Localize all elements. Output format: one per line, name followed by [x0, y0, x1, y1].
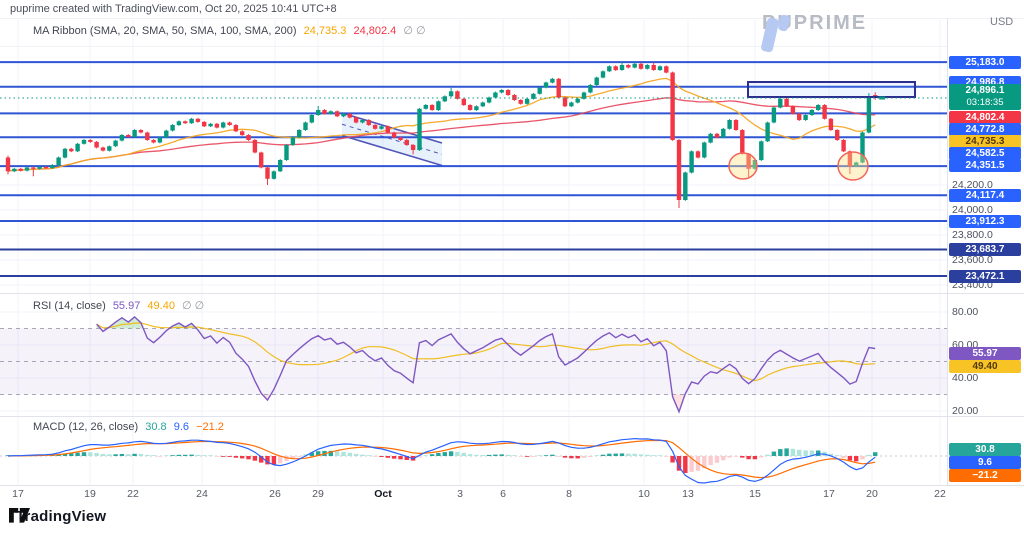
time-axis-label: 22	[934, 488, 946, 500]
axis-grid-label: 20.00	[952, 405, 979, 417]
macd-legend-title: MACD (12, 26, close)	[33, 421, 139, 433]
macd-signal-value: −21.2	[196, 421, 224, 433]
price-axis-badge: 24,802.4	[949, 110, 1021, 124]
time-axis-label: 3	[457, 488, 463, 500]
axis-grid-label: 23,800.0	[952, 229, 993, 241]
macd-line-value: 9.6	[173, 421, 189, 433]
time-axis-label: 19	[84, 488, 96, 500]
time-axis-label: 26	[269, 488, 281, 500]
time-axis-label: 22	[127, 488, 139, 500]
rsi-empty-values: ∅ ∅	[182, 300, 205, 312]
sma20-value: 24,735.3	[303, 25, 347, 37]
time-axis-label: 8	[566, 488, 572, 500]
tradingview-logo[interactable]: TradingView	[9, 508, 106, 525]
time-axis-label: 17	[12, 488, 24, 500]
price-axis-badge: 23,912.3	[949, 214, 1021, 228]
time-axis-label: 13	[682, 488, 694, 500]
currency-label: USD	[990, 16, 1014, 28]
axis-grid-label: 24,200.0	[952, 179, 993, 191]
rsi-legend: RSI (14, close) 55.97 49.40 ∅ ∅	[33, 299, 208, 312]
axis-grid-label: 24,000.0	[952, 204, 993, 216]
price-axis-badge: 49.40	[949, 359, 1021, 373]
puprime-logo-icon	[761, 14, 790, 53]
macd-legend: MACD (12, 26, close) 30.8 9.6 −21.2	[33, 421, 228, 433]
support-resistance-lines[interactable]	[0, 61, 947, 277]
candles-layer	[5, 62, 878, 208]
grid-layer	[0, 18, 947, 485]
price-axis-badge: 23,472.1	[949, 269, 1021, 283]
price-axis-badge: 55.97	[949, 346, 1021, 360]
time-axis-label: 6	[500, 488, 506, 500]
higher-low-circle-annotation[interactable]	[728, 152, 758, 180]
macd-pane	[0, 437, 947, 484]
price-axis-badge: 24,351.5	[949, 158, 1021, 172]
puprime-watermark: PUPRIME	[752, 12, 867, 53]
price-axis-badge: 30.8	[949, 442, 1021, 456]
higher-low-circle-annotation[interactable]	[837, 151, 869, 181]
axis-grid-label: 23,600.0	[952, 254, 993, 266]
macd-hist-value: 30.8	[145, 421, 167, 433]
macd-line	[7, 437, 876, 484]
time-axis-label: 20	[866, 488, 878, 500]
chart-credit: puprime created with TradingView.com, Oc…	[10, 3, 337, 15]
tradingview-logo-icon	[9, 508, 30, 523]
price-axis-badge: 24,772.8	[949, 122, 1021, 136]
rsi-pane	[0, 315, 947, 414]
time-axis-label: 15	[749, 488, 761, 500]
axis-grid-label: 80.00	[952, 306, 979, 318]
ma-ribbon-legend-title: MA Ribbon (SMA, 20, SMA, 50, SMA, 100, S…	[33, 25, 297, 37]
sma50-line	[7, 97, 876, 172]
price-axis-badge: 25,183.0	[949, 55, 1021, 69]
rsi-ma-line	[96, 322, 876, 382]
time-axis-label: 10	[638, 488, 650, 500]
price-axis-badge: 24,896.1 03:18:35	[949, 84, 1021, 110]
tradingview-logo-text: TradingView	[16, 508, 107, 525]
price-axis-badge: −21.2	[949, 468, 1021, 482]
price-axis-badge: 23,683.7	[949, 242, 1021, 256]
price-axis-badge: 9.6	[949, 455, 1021, 469]
price-axis-badge: 24,582.5	[949, 146, 1021, 160]
time-axis-label: 24	[196, 488, 208, 500]
time-axis-label: 17	[823, 488, 835, 500]
sma-empty-values: ∅ ∅	[403, 25, 426, 37]
axis-grid-label: 40.00	[952, 372, 979, 384]
rsi-value: 55.97	[112, 300, 141, 312]
rsi-legend-title: RSI (14, close)	[33, 300, 106, 312]
supply-zone-box-annotation[interactable]	[747, 81, 916, 98]
sma20-line	[7, 77, 876, 172]
rsi-line	[96, 315, 876, 414]
sma50-value: 24,802.4	[353, 25, 397, 37]
price-axis-badge: 24,735.3	[949, 134, 1021, 148]
time-axis-label: Oct	[374, 488, 392, 500]
rsi-ma-value: 49.40	[147, 300, 175, 312]
price-axis-badge: 24,117.4	[949, 188, 1021, 202]
pane-borders	[0, 18, 1024, 486]
time-axis-label: 29	[312, 488, 324, 500]
last-price-tick	[879, 96, 886, 100]
ma-ribbon-legend: MA Ribbon (SMA, 20, SMA, 50, SMA, 100, S…	[33, 24, 430, 37]
